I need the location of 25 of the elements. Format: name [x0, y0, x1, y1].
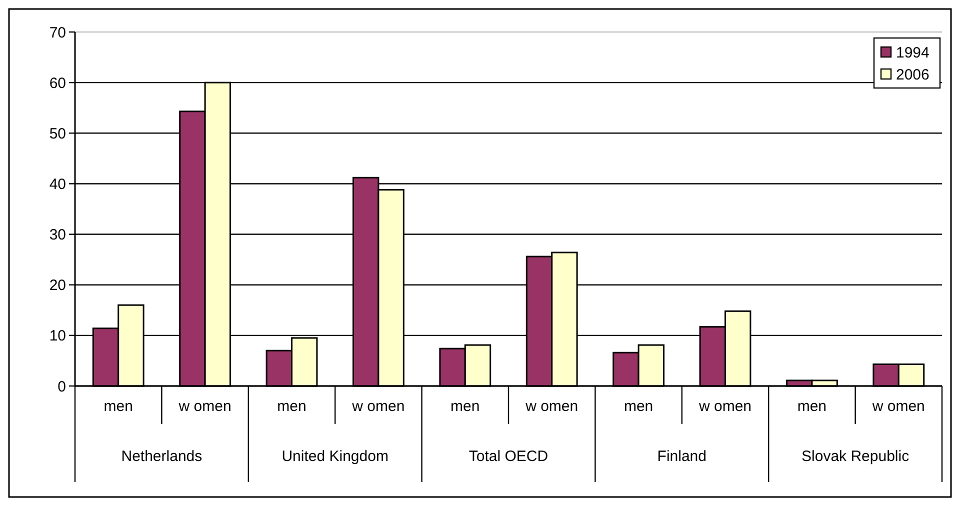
y-tick-label: 10 — [49, 328, 66, 345]
x-tick-label: men — [624, 398, 654, 415]
x-tick-label: w omen — [351, 398, 405, 415]
x-tick-label: w omen — [178, 398, 232, 415]
legend-label: 2006 — [896, 66, 930, 84]
text: Netherlands — [121, 448, 202, 465]
legend-label: 1994 — [896, 44, 930, 62]
y-tick-label: 40 — [49, 176, 66, 193]
x-tick-label: men — [450, 398, 480, 415]
text: Finland — [657, 448, 706, 465]
y-tick-label: 30 — [49, 226, 66, 244]
text: Slovak Republic — [802, 448, 910, 465]
y-tick-label: 70 — [49, 24, 66, 42]
text: United Kingdom — [282, 448, 388, 465]
x-tick-label: men — [797, 398, 827, 415]
x-tick-label: w omen — [524, 398, 578, 415]
y-tick-label: 50 — [49, 125, 66, 142]
y-tick-label: 20 — [49, 277, 66, 294]
x-tick-label: w omen — [698, 398, 752, 415]
y-tick-label: 60 — [49, 74, 66, 92]
x-tick-label: men — [277, 398, 306, 415]
text: Total OECD — [468, 448, 548, 465]
x-tick-label: men — [104, 398, 133, 415]
x-tick-label: w omen — [871, 398, 925, 415]
y-tick-label: 0 — [58, 378, 66, 396]
